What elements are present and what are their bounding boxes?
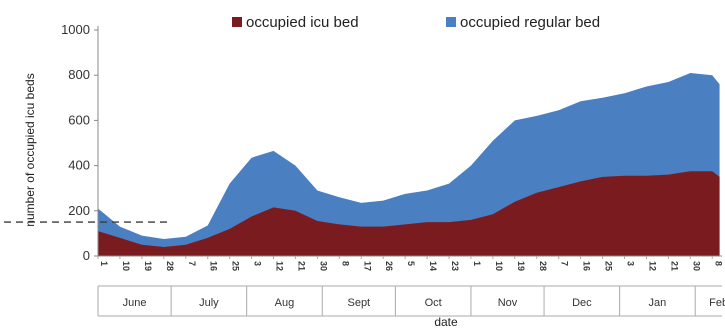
month-label: June [123,297,147,309]
y-tick-label: 400 [68,158,90,173]
y-tick-label: 600 [68,112,90,127]
y-tick-label: 800 [68,67,90,82]
x-tick-label: 10 [121,261,131,271]
x-tick-label: 3 [626,261,636,266]
x-tick-label: 25 [604,261,614,271]
x-tick-label: 16 [209,261,219,271]
month-label: Sept [347,297,370,309]
legend: occupied icu bed occupied regular bed [232,14,600,31]
x-tick-label: 8 [713,261,723,266]
legend-label-icu: occupied icu bed [246,14,359,31]
x-tick-label: 10 [494,261,504,271]
x-tick-label: 5 [406,261,416,266]
x-tick-label: 7 [187,261,197,266]
month-label: Nov [498,297,518,309]
x-tick-label: 17 [362,261,372,271]
month-label: July [199,297,219,309]
x-tick-label: 21 [669,261,679,271]
month-label: Dec [572,297,592,309]
month-label: Aug [275,297,295,309]
x-tick-label: 28 [165,261,175,271]
x-tick-label: 12 [647,261,657,271]
x-tick-label: 1 [99,261,109,266]
x-tick-label: 7 [560,261,570,266]
x-tick-label: 25 [231,261,241,271]
x-tick-label: 26 [384,261,394,271]
x-tick-label: 30 [691,261,701,271]
x-tick-label: 12 [275,261,285,271]
y-tick-label: 200 [68,203,90,218]
legend-label-regular: occupied regular bed [460,14,600,31]
x-tick-label: 19 [143,261,153,271]
x-tick-label: 28 [538,261,548,271]
x-tick-label: 8 [340,261,350,266]
y-axis-title: number of occupied icu beds [23,73,37,226]
month-label: Jan [649,297,667,309]
x-tick-label: 14 [428,261,438,271]
legend-swatch-regular [446,17,456,27]
area-occupied-icu-bed [98,171,720,256]
y-tick-label: 0 [83,248,90,263]
x-tick-label: 21 [296,261,306,271]
month-label: Oct [425,297,442,309]
x-tick-label: 16 [582,261,592,271]
x-tick-label: 1 [472,261,482,266]
x-tick-label: 30 [318,261,328,271]
month-label: Feb [709,297,725,309]
x-tick-label: 3 [253,261,263,266]
y-tick-label: 1000 [61,22,90,37]
x-tick-label: 19 [516,261,526,271]
legend-swatch-icu [232,17,242,27]
x-axis-title: date [434,315,458,328]
x-tick-label: 23 [450,261,460,271]
